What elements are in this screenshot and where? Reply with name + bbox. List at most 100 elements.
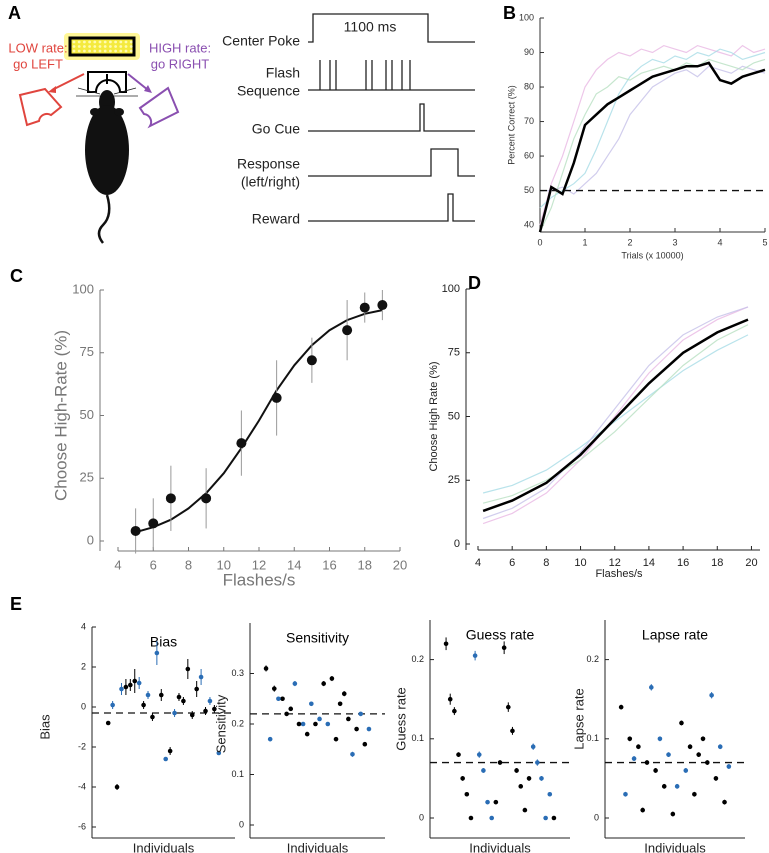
timing-label: Response [237, 156, 300, 172]
data-point [674, 784, 680, 789]
led [98, 40, 102, 44]
y-axis-label: Lapse rate [571, 688, 586, 749]
data-point [539, 776, 544, 781]
individual-line [539, 44, 766, 226]
data-point [167, 748, 173, 754]
y-tick-label: 50 [80, 407, 94, 422]
individual-line [482, 334, 749, 494]
y-tick-label: -6 [78, 821, 86, 831]
data-point [123, 684, 129, 690]
led [83, 45, 86, 48]
y-tick-label: 0.1 [586, 733, 599, 743]
data-point [158, 692, 164, 698]
data-point [236, 438, 247, 449]
data-point [148, 518, 159, 529]
data-point [154, 650, 160, 656]
data-point [333, 736, 339, 742]
data-point [687, 744, 693, 750]
data-point [670, 811, 676, 817]
data-point [325, 721, 331, 727]
led [129, 45, 133, 48]
x-axis-label: Flashes/s [595, 568, 643, 580]
duration-label: 1100 ms [344, 19, 397, 35]
data-point [172, 710, 177, 716]
data-point [271, 686, 277, 691]
timing-label: Center Poke [222, 33, 300, 49]
x-tick-label: 20 [745, 557, 757, 569]
y-tick-label: 50 [524, 185, 534, 195]
y-tick-label: 75 [448, 347, 460, 359]
led [119, 45, 123, 48]
y-tick-label: 40 [524, 219, 534, 229]
left-label: go LEFT [13, 56, 63, 71]
data-point [623, 791, 628, 797]
y-tick-label: 100 [519, 12, 534, 22]
x-axis-label: Individuals [469, 840, 531, 853]
data-point [493, 799, 499, 805]
led [114, 45, 117, 48]
led [124, 45, 128, 48]
data-point [443, 641, 449, 647]
data-point [618, 704, 624, 710]
data-point [201, 493, 212, 504]
data-point [456, 752, 461, 757]
data-point [329, 676, 335, 681]
data-point [696, 752, 701, 757]
light-bar [64, 33, 140, 60]
timing-label: Sequence [237, 83, 300, 99]
rat [76, 87, 138, 244]
led [119, 49, 123, 53]
data-point [468, 815, 474, 821]
led [98, 49, 102, 53]
x-axis-label: Flashes/s [223, 570, 296, 589]
led [88, 45, 91, 48]
x-tick-label: 12 [252, 557, 266, 572]
data-point [145, 692, 151, 698]
led [98, 45, 102, 48]
led [109, 45, 112, 48]
x-tick-label: 14 [643, 557, 655, 569]
data-point [292, 681, 298, 686]
x-tick-label: 14 [287, 557, 301, 572]
led [114, 40, 117, 44]
data-point [342, 325, 353, 336]
individual-line [539, 58, 766, 233]
led [72, 45, 76, 48]
y-tick-label: 50 [448, 410, 460, 422]
data-point [460, 776, 465, 781]
x-tick-label: 20 [393, 557, 407, 572]
y-tick-label: 25 [80, 470, 94, 485]
y-axis-label: Bias [37, 714, 52, 740]
led [129, 40, 133, 44]
led [93, 49, 97, 53]
data-point [653, 768, 658, 773]
timing-traces [308, 13, 475, 222]
led [103, 45, 107, 48]
data-point [300, 721, 306, 727]
data-point [267, 736, 273, 742]
chart-title: Guess rate [466, 627, 535, 643]
led [109, 49, 112, 53]
led [88, 40, 91, 44]
data-point [530, 744, 536, 750]
data-point [128, 682, 133, 688]
data-point [216, 750, 222, 756]
data-point [722, 799, 727, 805]
data-point [110, 702, 115, 708]
data-point [485, 799, 490, 805]
data-point [543, 815, 548, 821]
data-point [518, 784, 524, 789]
data-point [547, 791, 553, 797]
x-axis-label: Individuals [133, 840, 195, 853]
data-point [304, 731, 310, 737]
y-axis-label: Choose High-Rate (%) [51, 330, 70, 501]
x-tick-label: 4 [475, 557, 481, 569]
data-point [203, 708, 208, 714]
data-point [337, 701, 343, 707]
data-point [700, 736, 706, 742]
led [88, 49, 91, 53]
x-tick-label: 16 [322, 557, 336, 572]
data-point [522, 807, 528, 813]
data-point [150, 714, 155, 720]
data-point [640, 807, 645, 813]
